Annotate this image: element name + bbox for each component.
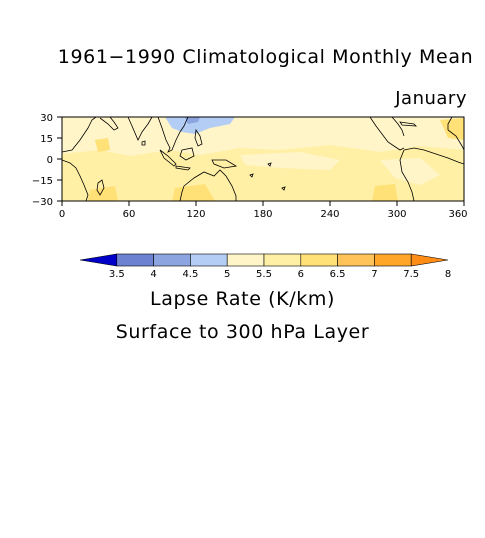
colorbar-label: 7.5: [403, 269, 419, 280]
colorbar-label: 4.5: [182, 269, 198, 280]
colorbar-swatch: [410, 253, 449, 267]
field-region-5.5-6: [62, 117, 464, 156]
coastlines: [62, 117, 464, 201]
x-axis: [61, 201, 465, 206]
colorbar-swatch: [79, 253, 118, 267]
field-region-6.5-7: [95, 138, 110, 152]
x-tick-label: 240: [320, 209, 339, 220]
colorbar-label: 4: [150, 269, 156, 280]
colorbar-label: 5: [224, 269, 230, 280]
layer-label: Surface to 300 hPa Layer: [115, 321, 370, 343]
field-region-6.5-7: [372, 184, 398, 201]
colorbar-label: 8: [445, 269, 451, 280]
colorbar-swatch: [153, 253, 191, 267]
field-region-5.5-6: [380, 158, 440, 185]
field-region-6.5-7: [440, 118, 464, 140]
y-tick-label: −15: [32, 176, 53, 187]
y-tick-label: 0: [47, 155, 53, 166]
colorbar-swatch: [300, 253, 338, 267]
month-label: January: [395, 88, 467, 109]
field-region-5.5-6: [240, 152, 340, 170]
colorbar-label: 5.5: [256, 269, 272, 280]
colorbar-label: 6.5: [330, 269, 346, 280]
x-tick-label: 300: [387, 209, 406, 220]
units-label: Lapse Rate (K/km): [150, 288, 335, 310]
field-region-4.5-5: [185, 117, 200, 124]
x-tick-label: 60: [123, 209, 136, 220]
x-tick-label: 0: [59, 209, 65, 220]
field-region-6.5-7: [172, 184, 215, 201]
y-axis: [57, 116, 62, 202]
colorbar-label: 6: [298, 269, 304, 280]
colorbar: 3.5 4 4.5 5 5.5 6 6.5 7 7.5 8: [79, 253, 451, 280]
colorbar-label: 7: [371, 269, 377, 280]
field-region-6.5-7: [88, 186, 118, 201]
lapse-rate-field: [62, 117, 464, 201]
colorbar-swatch: [116, 253, 154, 267]
figure-title: 1961−1990 Climatological Monthly Mean: [57, 46, 474, 68]
colorbar-swatch: [337, 253, 375, 267]
y-tick-label: 30: [40, 113, 53, 124]
field-region-5-5.5: [165, 117, 235, 134]
y-tick-label: −30: [32, 197, 53, 208]
colorbar-swatch: [263, 253, 302, 267]
x-tick-label: 360: [448, 209, 467, 220]
x-tick-label: 180: [253, 209, 272, 220]
y-tick-label: 15: [40, 134, 53, 145]
colorbar-swatch: [190, 253, 228, 267]
colorbar-swatch: [374, 253, 412, 267]
colorbar-swatch: [226, 253, 265, 267]
x-tick-label: 120: [186, 209, 205, 220]
colorbar-label: 3.5: [109, 269, 125, 280]
